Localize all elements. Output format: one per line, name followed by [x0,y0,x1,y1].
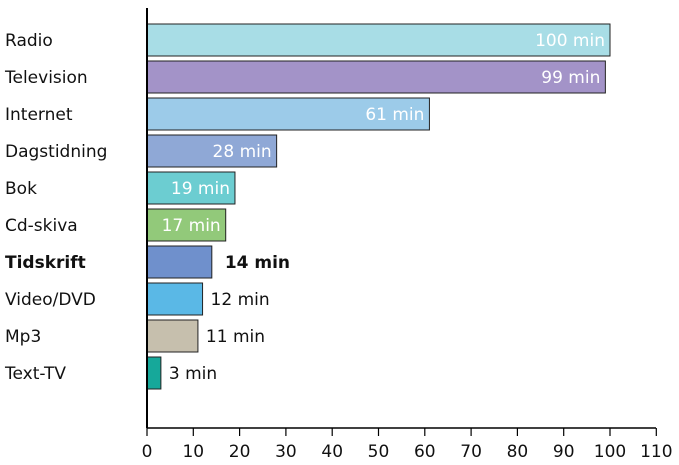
value-label: 12 min [211,290,270,310]
category-label: Internet [5,105,73,125]
x-tick-label: 90 [553,442,575,462]
value-label: 14 min [225,253,290,273]
x-tick-label: 100 [594,442,626,462]
category-label: Cd-skiva [5,216,78,236]
value-label: 100 min [535,31,605,51]
x-tick-label: 10 [182,442,204,462]
x-tick-label: 20 [229,442,251,462]
x-tick-label: 50 [368,442,390,462]
x-tick-label: 80 [507,442,529,462]
bar-radio [146,23,611,57]
category-label: Mp3 [5,327,41,347]
value-labels-group: 100 min 99 min 61 min 28 min 19 min 17 min14 … [162,31,605,384]
bar-internet [146,97,430,131]
category-labels-group: Radio Television Internet Dagstidning Bok Cd-… [4,31,107,384]
category-label: Dagstidning [5,142,107,162]
category-label: Video/DVD [5,290,96,310]
value-label: 99 min [541,68,600,88]
category-label: Television [4,68,88,88]
bars-group [146,23,611,390]
x-tick-label: 110 [640,442,672,462]
value-label: 19 min [171,179,230,199]
bar-tidskrift [146,245,213,279]
x-tick-label: 30 [275,442,297,462]
x-tick-label: 0 [142,442,153,462]
bar-text-tv [146,356,162,390]
x-ticks-group: 0 10 20 30 40 50 60 70 80 90 100 110 [142,428,673,462]
bar-dagstidning [146,134,278,168]
category-label: Radio [5,31,53,51]
x-tick-label: 70 [460,442,482,462]
value-label: 11 min [206,327,265,347]
value-label: 61 min [365,105,424,125]
value-label: 17 min [162,216,221,236]
bar-television [146,60,606,94]
bar-mp3 [146,319,199,353]
category-label: Bok [5,179,37,199]
value-label: 3 min [169,364,217,384]
category-label: Tidskrift [5,253,86,273]
value-label: 28 min [213,142,272,162]
bar-bok [146,171,236,205]
x-tick-label: 40 [321,442,343,462]
bar-video-dvd [146,282,204,316]
x-tick-label: 60 [414,442,436,462]
category-label: Text-TV [4,364,66,384]
